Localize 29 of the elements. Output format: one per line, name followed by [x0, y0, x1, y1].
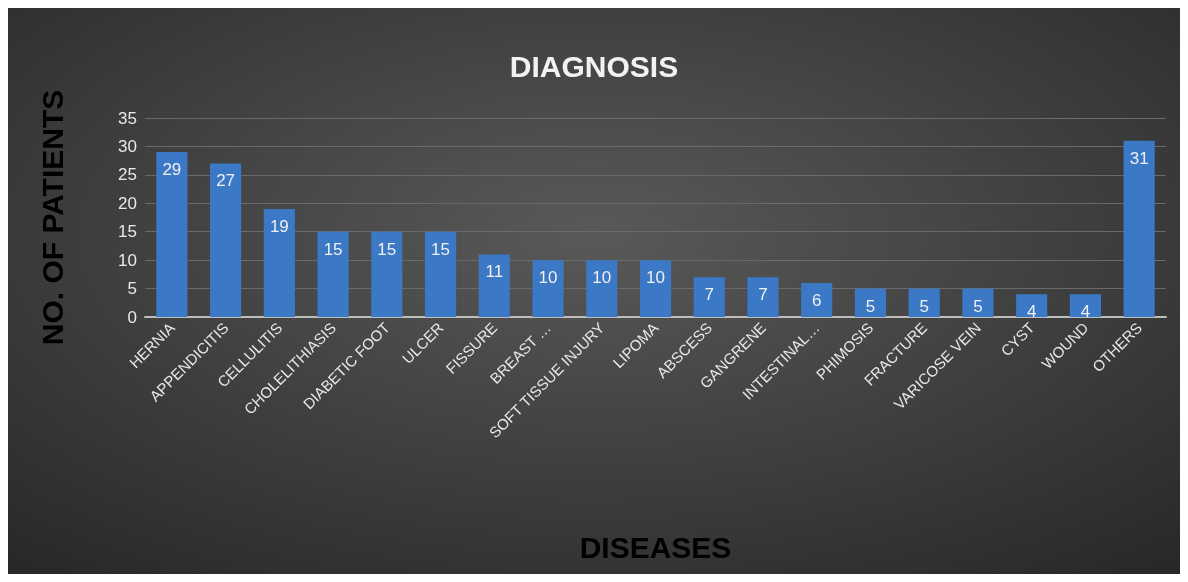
y-tick-label: 0 [127, 307, 137, 327]
data-label: 4 [1080, 302, 1091, 322]
data-label: 5 [919, 296, 929, 316]
data-label: 31 [1129, 148, 1149, 168]
data-label: 11 [485, 262, 504, 282]
y-tick-label: 15 [118, 222, 137, 242]
data-label: 6 [811, 290, 822, 310]
chart-title: DIAGNOSIS [509, 49, 679, 83]
data-label: 10 [646, 268, 665, 288]
y-tick-label: 35 [118, 108, 137, 128]
data-label: 10 [592, 268, 612, 288]
y-axis-title: NO. OF PATIENTS [35, 89, 69, 346]
data-label: 5 [865, 296, 876, 316]
data-label: 15 [431, 239, 451, 259]
y-tick-label: 30 [118, 136, 137, 156]
y-tick-label: 5 [127, 279, 137, 299]
data-label: 29 [162, 160, 182, 180]
y-tick-label: 25 [118, 165, 137, 185]
data-label: 15 [377, 239, 397, 259]
data-label: 19 [269, 216, 289, 236]
data-label: 15 [323, 239, 343, 259]
data-label: 10 [538, 268, 558, 288]
data-label: 4 [1026, 302, 1037, 322]
data-label: 5 [973, 296, 983, 316]
data-label: 7 [704, 285, 714, 305]
y-tick-label: 20 [118, 193, 137, 213]
y-tick-label: 10 [118, 250, 137, 270]
data-label: 7 [758, 285, 768, 305]
data-label: 27 [216, 171, 236, 191]
